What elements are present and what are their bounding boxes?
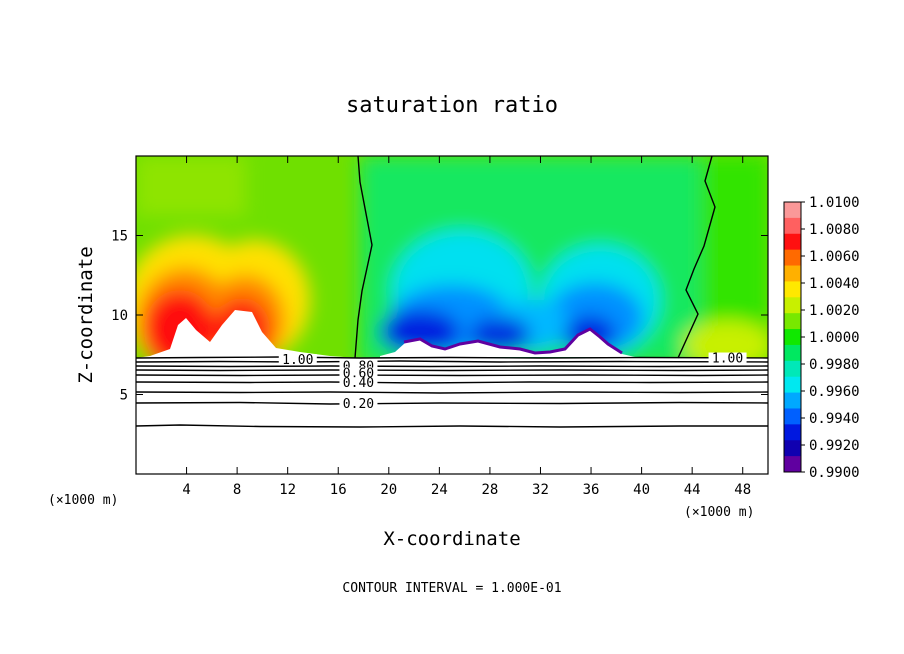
contour-1-left bbox=[354, 155, 373, 359]
colorbar-labels: 1.0100 1.0080 1.0060 1.0040 1.0020 1.0000 0.99… bbox=[801, 195, 860, 481]
colorbar-swatch bbox=[784, 265, 801, 282]
colorbar-swatch bbox=[784, 249, 801, 267]
colorbar-label: 0.9960 bbox=[809, 384, 860, 400]
colorbar-label: 1.0080 bbox=[809, 222, 860, 238]
colorbar-label: 0.9980 bbox=[809, 357, 860, 373]
y-axis-label: Z-coordinate bbox=[75, 246, 97, 383]
colorbar-swatch bbox=[784, 392, 801, 409]
colorbar-swatch bbox=[784, 281, 801, 298]
contour-label: 1.00 bbox=[282, 353, 313, 368]
colorbar-swatch bbox=[784, 456, 801, 473]
colorbar-swatch bbox=[784, 376, 801, 394]
y-axis-ticks: 5 10 15 bbox=[111, 229, 768, 404]
contour-label-bg bbox=[339, 360, 378, 372]
colorbar-label: 0.9940 bbox=[809, 411, 860, 427]
x-unit-left: (×1000 m) bbox=[48, 493, 118, 508]
chart-title: saturation ratio bbox=[346, 93, 558, 118]
contour-interval-note: CONTOUR INTERVAL = 1.000E-01 bbox=[342, 581, 561, 596]
x-tick-label: 12 bbox=[279, 482, 296, 498]
colorbar-swatch bbox=[784, 344, 801, 362]
colorbar-label: 0.9920 bbox=[809, 438, 860, 454]
x-tick-label: 4 bbox=[182, 482, 190, 498]
x-tick-label: 48 bbox=[734, 482, 751, 498]
heatmap-field bbox=[136, 156, 768, 474]
colorbar bbox=[783, 201, 802, 473]
x-axis-ticks: 4 8 12 16 20 24 28 32 36 40 44 48 bbox=[182, 156, 751, 498]
contour-label-bg bbox=[278, 354, 317, 366]
contour-label: 0.20 bbox=[343, 397, 374, 412]
x-tick-label: 24 bbox=[431, 482, 448, 498]
colorbar-swatch bbox=[784, 424, 801, 441]
colorbar-swatch bbox=[784, 297, 801, 314]
contour-label-bg bbox=[339, 377, 378, 389]
contour-label-bg bbox=[708, 352, 747, 364]
contour-1-right bbox=[677, 155, 716, 359]
x-tick-label: 44 bbox=[684, 482, 701, 498]
colorbar-label: 1.0100 bbox=[809, 195, 860, 211]
colorbar-label: 1.0020 bbox=[809, 303, 860, 319]
x-tick-label: 20 bbox=[380, 482, 397, 498]
colorbar-label: 1.0000 bbox=[809, 330, 860, 346]
y-tick-label: 15 bbox=[111, 229, 128, 245]
x-tick-label: 40 bbox=[633, 482, 650, 498]
x-tick-label: 28 bbox=[481, 482, 498, 498]
y-tick-label: 10 bbox=[111, 308, 128, 324]
x-tick-label: 16 bbox=[330, 482, 347, 498]
colorbar-label: 1.0060 bbox=[809, 249, 860, 265]
contour-label-bg bbox=[339, 397, 378, 409]
contour-label: 0.40 bbox=[343, 376, 374, 391]
contour-label-bg bbox=[339, 367, 378, 379]
colorbar-swatch bbox=[784, 329, 801, 346]
colorbar-swatch bbox=[784, 440, 801, 457]
x-unit-right: (×1000 m) bbox=[684, 505, 754, 520]
colorbar-swatch bbox=[784, 408, 801, 425]
x-axis-label: X-coordinate bbox=[383, 528, 520, 550]
x-tick-label: 8 bbox=[233, 482, 241, 498]
contour-labels: 1.00 0.800.600.400.201.00 bbox=[278, 352, 747, 412]
colorbar-swatch bbox=[784, 233, 801, 251]
contour-lines bbox=[135, 155, 769, 428]
y-tick-label: 5 bbox=[120, 388, 128, 404]
colorbar-swatch bbox=[784, 202, 801, 219]
colorbar-swatch bbox=[784, 217, 801, 235]
x-tick-label: 36 bbox=[583, 482, 600, 498]
colorbar-label: 1.0040 bbox=[809, 276, 860, 292]
x-tick-label: 32 bbox=[532, 482, 549, 498]
colorbar-swatch bbox=[784, 360, 801, 378]
colorbar-swatch bbox=[784, 313, 801, 330]
contour-label: 1.00 bbox=[712, 352, 743, 367]
colorbar-label: 0.9900 bbox=[809, 465, 860, 481]
